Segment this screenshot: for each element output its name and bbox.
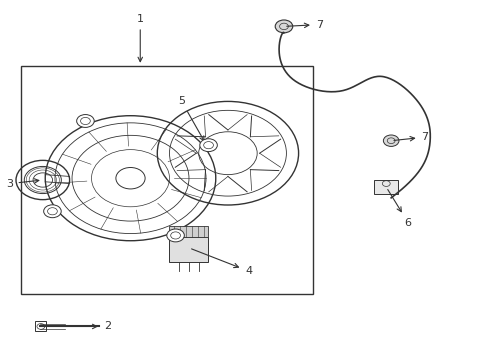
Circle shape: [76, 114, 94, 127]
Text: 6: 6: [388, 189, 412, 228]
Text: 7: 7: [287, 19, 323, 30]
Circle shape: [44, 205, 61, 218]
Text: 5: 5: [178, 96, 204, 141]
Circle shape: [116, 167, 145, 189]
Text: 7: 7: [394, 132, 428, 142]
Text: 2: 2: [46, 321, 111, 332]
Circle shape: [200, 139, 218, 152]
Text: 4: 4: [192, 249, 252, 276]
Bar: [21, 66, 313, 294]
Text: 3: 3: [6, 179, 39, 189]
Bar: [170, 237, 208, 262]
Bar: [374, 180, 398, 194]
Circle shape: [383, 135, 399, 147]
Bar: [35, 321, 46, 332]
Circle shape: [275, 20, 293, 33]
Circle shape: [167, 229, 184, 242]
Bar: [170, 226, 208, 237]
Text: 1: 1: [137, 14, 144, 62]
